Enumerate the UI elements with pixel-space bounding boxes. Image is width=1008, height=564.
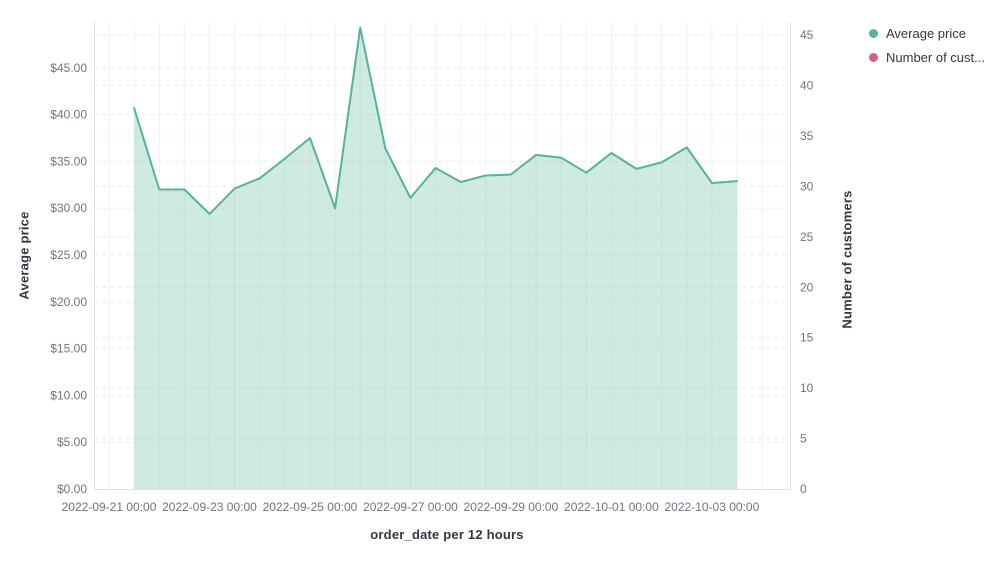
left-axis-tick-label: $40.00 — [50, 108, 87, 122]
right-axis-tick-label: 0 — [800, 482, 807, 496]
right-axis-tick-label: 5 — [800, 432, 807, 446]
left-axis-title: Average price — [16, 211, 32, 300]
series-color-dot-number-of-customers — [869, 52, 878, 62]
x-axis-tick-label: 2022-10-03 00:00 — [665, 500, 760, 514]
chart-legend: Average price Number of cust... — [866, 21, 985, 69]
series-area-average-price — [134, 27, 738, 489]
right-axis-tick-label: 10 — [800, 381, 814, 395]
right-axis-tick-label: 40 — [800, 79, 814, 93]
left-axis-tick-label: $45.00 — [50, 61, 87, 75]
x-axis-tick-label: 2022-09-23 00:00 — [162, 500, 257, 514]
x-axis-tick-label: 2022-10-01 00:00 — [564, 500, 659, 514]
left-axis-tick-label: $35.00 — [50, 154, 87, 168]
left-axis-tick-label: $25.00 — [50, 248, 87, 262]
right-axis-tick-label: 20 — [800, 280, 814, 294]
series-color-dot-average-price — [869, 28, 878, 38]
left-axis-tick-label: $5.00 — [57, 435, 87, 449]
series-line-average-price — [133, 26, 738, 215]
x-axis-tick-label: 2022-09-27 00:00 — [363, 500, 458, 514]
x-axis-tick-label: 2022-09-29 00:00 — [464, 500, 559, 514]
right-axis-tick-label: 35 — [800, 129, 814, 143]
legend-item-number-of-customers[interactable]: Number of cust... — [866, 45, 985, 69]
x-axis-tick-label: 2022-09-25 00:00 — [263, 500, 358, 514]
right-axis-tick-label: 30 — [800, 179, 814, 193]
left-axis-tick-label: $10.00 — [50, 388, 87, 402]
right-axis-title: Number of customers — [839, 190, 855, 329]
legend-label-average-price: Average price — [886, 25, 966, 41]
x-axis-tick-label: 2022-09-21 00:00 — [62, 500, 157, 514]
x-axis-title: order_date per 12 hours — [370, 527, 524, 542]
right-axis-tick-label: 45 — [800, 28, 814, 42]
legend-label-number-of-customers: Number of cust... — [886, 49, 985, 65]
left-axis-tick-label: $30.00 — [50, 201, 87, 215]
legend-item-average-price[interactable]: Average price — [866, 21, 985, 45]
left-axis-tick-label: $0.00 — [57, 482, 87, 496]
left-axis-tick-label: $15.00 — [50, 342, 87, 356]
left-axis-tick-label: $20.00 — [50, 295, 87, 309]
right-axis-tick-label: 25 — [800, 230, 814, 244]
right-axis-tick-label: 15 — [800, 331, 814, 345]
